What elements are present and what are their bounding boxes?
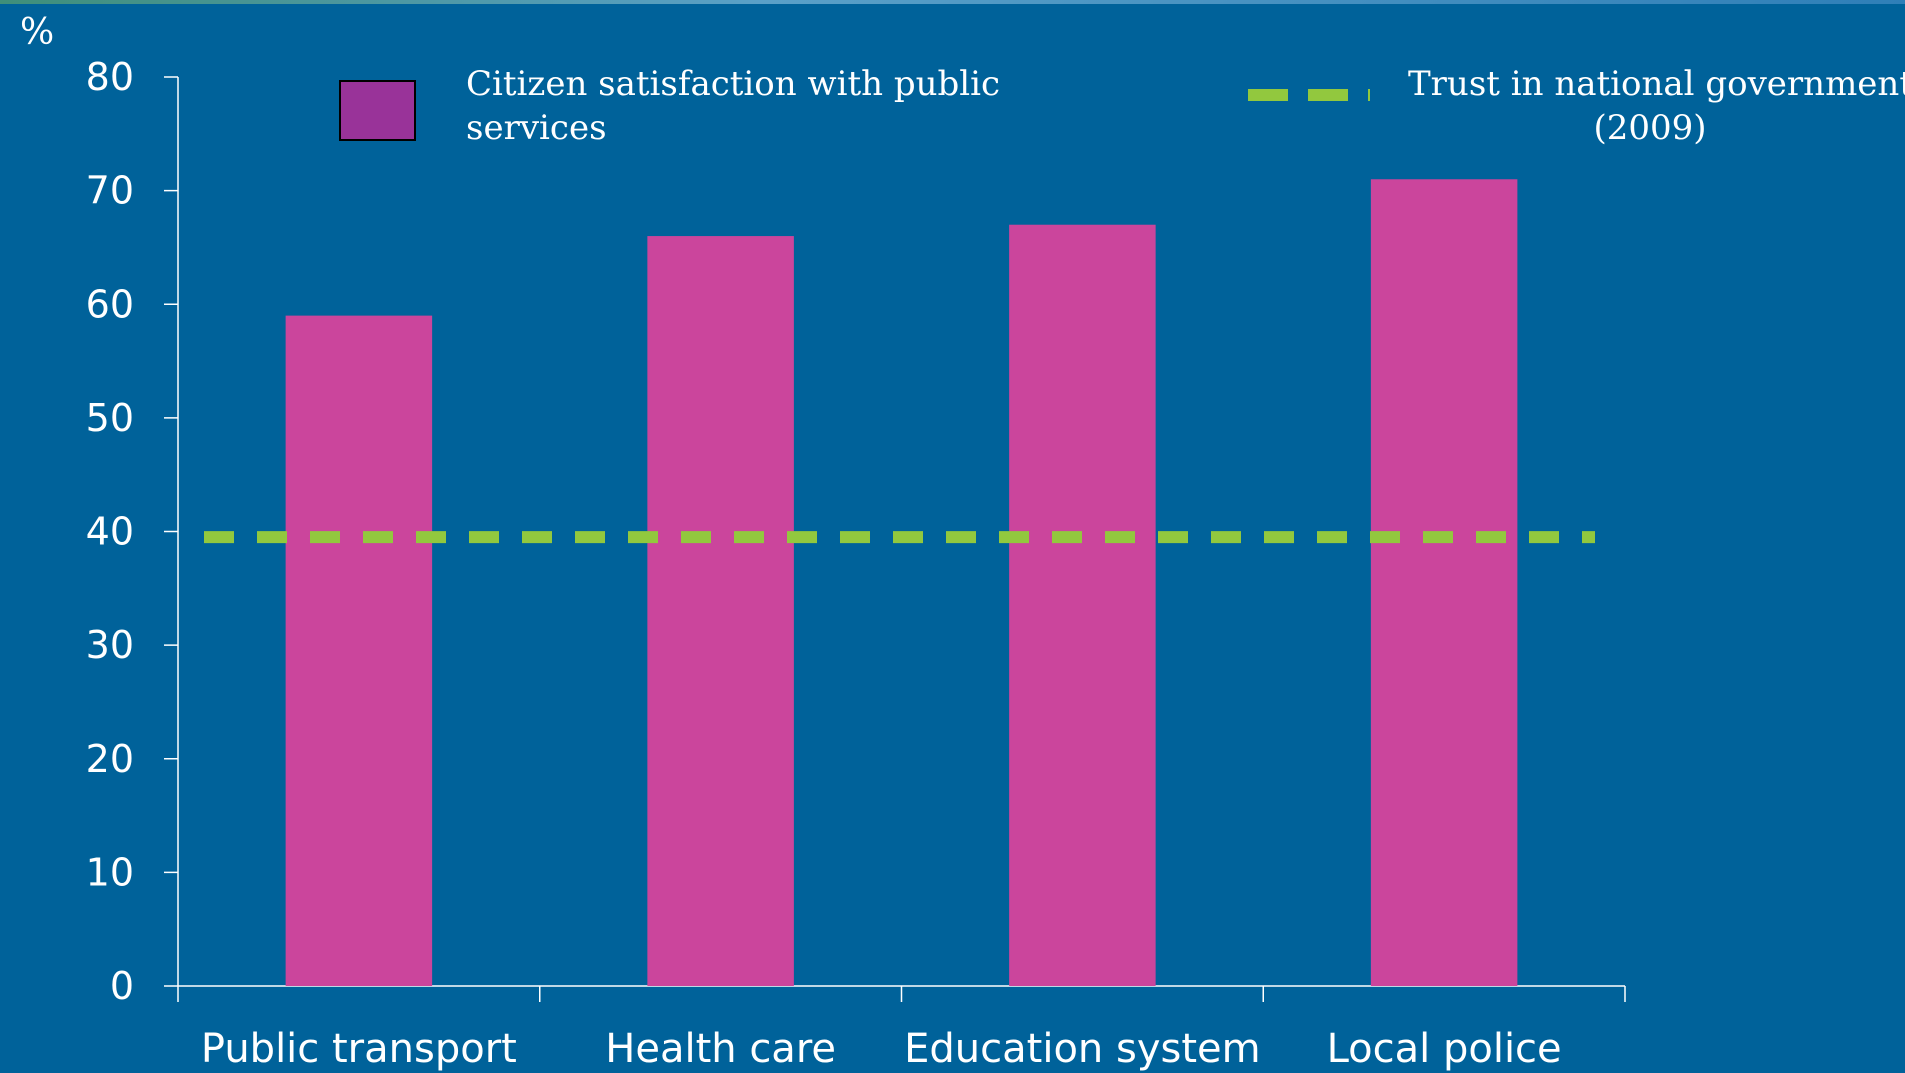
y-tick-label: 30 (86, 623, 134, 667)
y-tick-label: 80 (86, 55, 134, 99)
y-axis: 0 10 20 30 40 50 60 70 80 (86, 55, 179, 1008)
y-tick-label: 40 (86, 510, 134, 554)
x-category-label: Local police (1327, 1026, 1562, 1072)
y-tick-label: 20 (86, 737, 134, 781)
y-tick-label: 50 (86, 396, 134, 440)
bar-local-police (1370, 179, 1518, 986)
y-tick-label: 10 (86, 850, 134, 894)
y-tick-label: 0 (110, 964, 134, 1008)
legend-label-satisfaction: Citizen satisfaction with public (466, 64, 1000, 104)
top-accent-stripe (0, 0, 1905, 4)
y-tick-label: 60 (86, 282, 134, 326)
x-axis: Public transport Health care Education sys… (177, 985, 1626, 1072)
legend-label-satisfaction: services (466, 108, 607, 148)
bar-public-transport (285, 315, 433, 986)
x-category-label: Health care (605, 1026, 836, 1072)
x-category-label: Public transport (201, 1026, 517, 1072)
legend-label-trust: (2009) (1593, 108, 1706, 148)
legend-swatch-satisfaction (339, 80, 416, 141)
y-tick-label: 70 (86, 169, 134, 213)
bars (285, 179, 1518, 986)
bar-health-care (647, 236, 794, 986)
bar-education-system (1009, 224, 1156, 986)
legend: Citizen satisfaction with publicservices… (339, 64, 1905, 148)
x-category-label: Education system (904, 1026, 1260, 1072)
legend-label-trust: Trust in national government (1408, 64, 1905, 104)
y-unit-label: % (20, 12, 54, 53)
